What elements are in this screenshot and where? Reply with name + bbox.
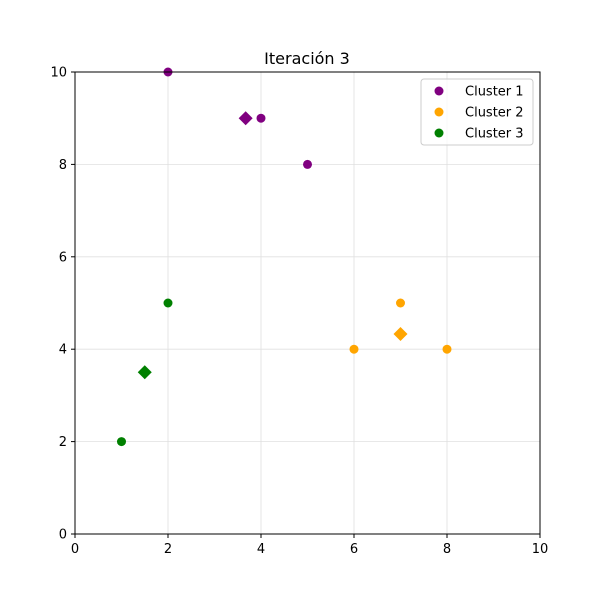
x-tick-label-0: 0: [71, 542, 79, 557]
x-tick-label-1: 2: [164, 542, 172, 557]
legend-label-cluster-3: Cluster 3: [465, 127, 524, 142]
cluster-2-point-1: [349, 344, 359, 354]
legend-marker-cluster-1: [434, 86, 444, 96]
cluster-1-point-3: [303, 159, 312, 169]
y-tick-label-0: 0: [59, 528, 67, 543]
cluster-3-point-2: [163, 298, 173, 308]
cluster-3-point-1: [117, 437, 126, 447]
y-tick-label-5: 10: [50, 66, 67, 81]
x-tick-label-2: 4: [257, 542, 265, 557]
x-tick-label-3: 6: [350, 542, 358, 557]
chart-title: Iteración 3: [264, 49, 350, 68]
legend-label-cluster-1: Cluster 1: [465, 85, 524, 100]
axis-ticks: 0 2 4 6 8 10 0 2 4 6 8 10: [50, 66, 548, 558]
plot-area-frame: [74, 71, 541, 535]
legend: Cluster 1 Cluster 2 Cluster 3: [420, 78, 534, 146]
legend-label-cluster-2: Cluster 2: [465, 106, 524, 121]
y-tick-label-3: 6: [59, 250, 67, 265]
x-tick-label-5: 10: [532, 542, 549, 557]
legend-marker-cluster-3: [434, 128, 444, 138]
legend-marker-cluster-2: [434, 107, 444, 117]
cluster-1-point-2: [256, 113, 266, 123]
cluster-2-point-3: [442, 344, 452, 354]
y-tick-label-1: 2: [59, 435, 67, 450]
cluster-1-centroid: [238, 111, 253, 126]
y-tick-label-2: 4: [59, 343, 67, 358]
cluster-2-point-2: [396, 298, 405, 308]
x-tick-label-4: 8: [443, 542, 451, 557]
legend-frame: [420, 78, 534, 146]
data-points: [117, 67, 452, 447]
cluster-2-centroid: [393, 326, 408, 341]
y-tick-label-4: 8: [59, 158, 67, 173]
cluster-3-centroid: [137, 365, 152, 380]
